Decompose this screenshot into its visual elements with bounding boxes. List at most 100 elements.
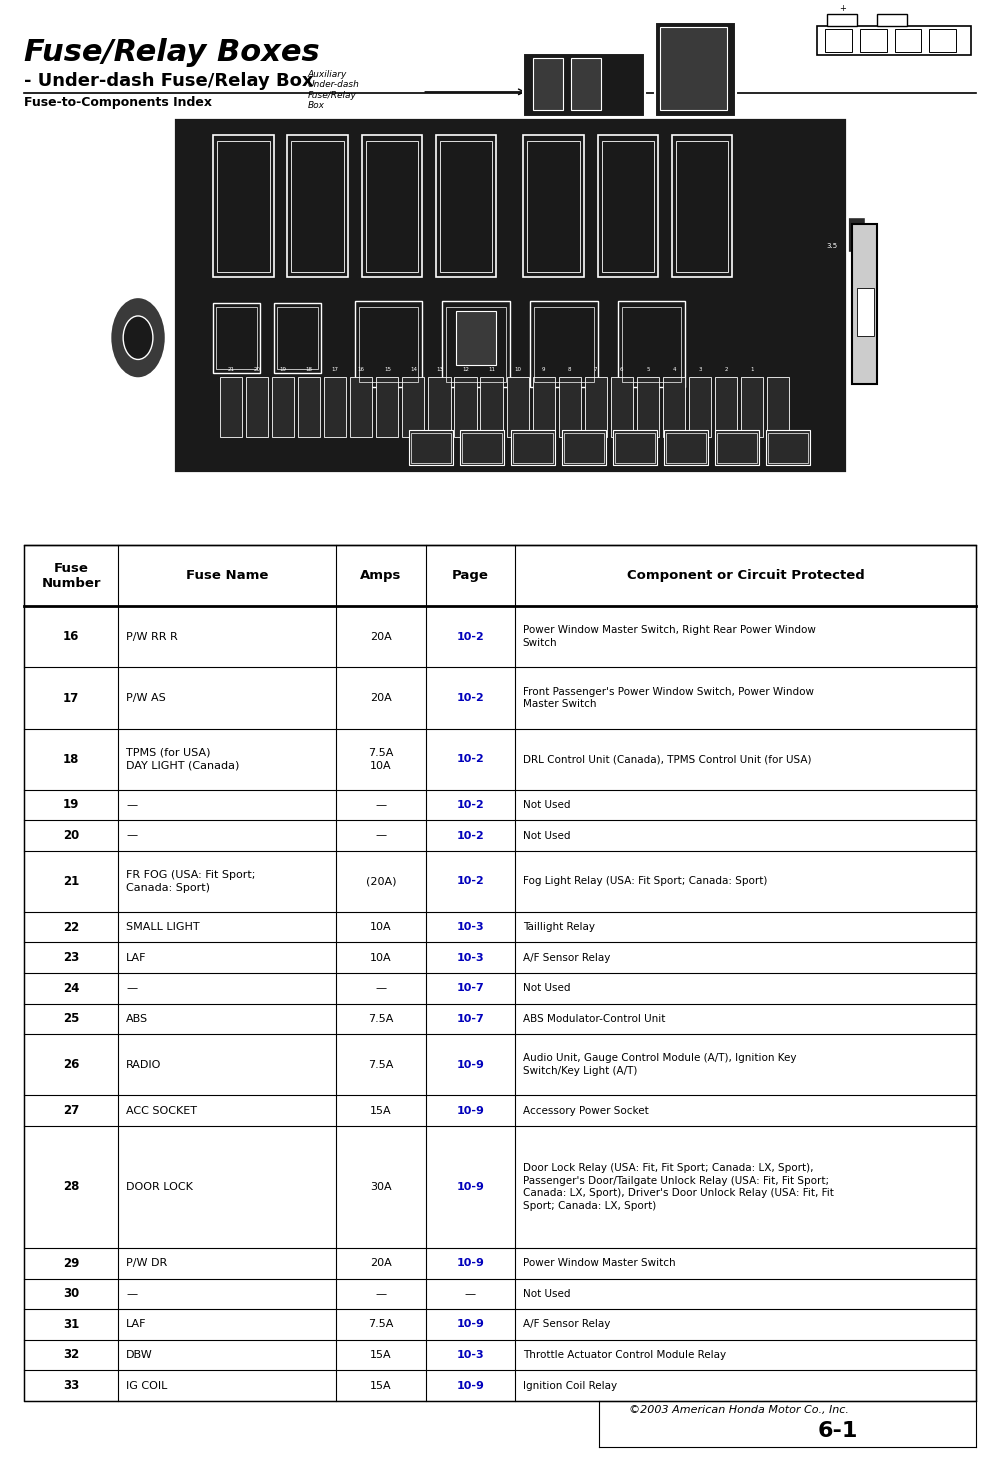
Text: —: — xyxy=(126,983,137,993)
Bar xyxy=(562,430,606,465)
Bar xyxy=(766,430,810,465)
Text: Fuse Name: Fuse Name xyxy=(186,569,268,582)
Text: 4: 4 xyxy=(672,367,676,373)
Text: A/F Sensor Relay: A/F Sensor Relay xyxy=(523,1320,610,1330)
Text: Fuse/Relay Boxes: Fuse/Relay Boxes xyxy=(24,38,320,67)
Text: 15: 15 xyxy=(384,367,391,373)
Bar xyxy=(362,135,422,278)
Text: 12: 12 xyxy=(462,367,469,373)
Text: ABS Modulator-Control Unit: ABS Modulator-Control Unit xyxy=(523,1014,665,1024)
Text: 26: 26 xyxy=(63,1058,79,1071)
Text: Ignition Coil Relay: Ignition Coil Relay xyxy=(523,1381,617,1390)
Bar xyxy=(618,301,685,388)
Bar xyxy=(689,377,711,437)
Bar xyxy=(660,26,727,110)
Text: Taillight Relay: Taillight Relay xyxy=(523,922,595,932)
Text: 21: 21 xyxy=(228,367,235,373)
Text: - Under-dash Fuse/Relay Box: - Under-dash Fuse/Relay Box xyxy=(24,73,314,91)
Text: RADIO: RADIO xyxy=(126,1059,162,1069)
Bar xyxy=(857,288,874,336)
Text: —: — xyxy=(126,800,137,811)
Bar xyxy=(298,377,320,437)
Text: 27: 27 xyxy=(63,1105,79,1118)
Bar xyxy=(324,377,346,437)
Bar xyxy=(216,307,257,369)
Bar xyxy=(564,433,604,462)
Text: 24: 24 xyxy=(63,982,79,995)
Bar xyxy=(355,301,422,388)
Bar xyxy=(768,433,808,462)
Text: Fog Light Relay (USA: Fit Sport; Canada: Sport): Fog Light Relay (USA: Fit Sport; Canada:… xyxy=(523,876,767,887)
Bar xyxy=(507,377,529,437)
Text: 9: 9 xyxy=(542,367,545,373)
Text: ©2003 American Honda Motor Co., Inc.: ©2003 American Honda Motor Co., Inc. xyxy=(629,1406,849,1415)
Text: 29: 29 xyxy=(63,1257,79,1270)
Bar xyxy=(402,377,424,437)
Text: +: + xyxy=(839,4,846,13)
Text: 33: 33 xyxy=(63,1380,79,1393)
Text: 10-3: 10-3 xyxy=(456,952,484,963)
Text: IG COIL: IG COIL xyxy=(126,1381,168,1390)
Text: —: — xyxy=(375,1289,387,1299)
Bar xyxy=(895,29,921,53)
Text: ACC SOCKET: ACC SOCKET xyxy=(126,1106,197,1115)
Text: —: — xyxy=(375,983,387,993)
Text: Accessory Power Socket: Accessory Power Socket xyxy=(523,1106,649,1115)
Bar xyxy=(287,135,348,278)
Text: P/W AS: P/W AS xyxy=(126,693,166,704)
Text: 10-2: 10-2 xyxy=(456,632,484,642)
Text: 1: 1 xyxy=(750,367,754,373)
Bar xyxy=(637,377,659,437)
Bar xyxy=(376,377,398,437)
Text: 10-9: 10-9 xyxy=(456,1059,484,1069)
Text: Not Used: Not Used xyxy=(523,800,570,811)
Text: 20: 20 xyxy=(254,367,261,373)
Bar xyxy=(615,433,655,462)
Bar xyxy=(409,430,453,465)
Text: Audio Unit, Gauge Control Module (A/T), Ignition Key
Switch/Key Light (A/T): Audio Unit, Gauge Control Module (A/T), … xyxy=(523,1053,796,1077)
Bar xyxy=(460,430,504,465)
Text: 19: 19 xyxy=(280,367,287,373)
Bar xyxy=(827,15,857,26)
Text: 10-2: 10-2 xyxy=(456,800,484,811)
Text: 7.5A: 7.5A xyxy=(368,1014,394,1024)
Text: 3.5: 3.5 xyxy=(826,243,837,249)
Text: Fuse-to-Components Index: Fuse-to-Components Index xyxy=(24,95,212,108)
Bar xyxy=(173,117,847,473)
Bar xyxy=(852,224,877,383)
Text: 10-7: 10-7 xyxy=(456,983,484,993)
Bar xyxy=(715,377,737,437)
Text: 32: 32 xyxy=(63,1349,79,1362)
Text: 22: 22 xyxy=(63,920,79,933)
Bar xyxy=(664,430,708,465)
Text: FR FOG (USA: Fit Sport;
Canada: Sport): FR FOG (USA: Fit Sport; Canada: Sport) xyxy=(126,870,256,892)
Text: DRL Control Unit (Canada), TPMS Control Unit (for USA): DRL Control Unit (Canada), TPMS Control … xyxy=(523,753,811,764)
Text: 11: 11 xyxy=(488,367,495,373)
Text: 31: 31 xyxy=(63,1318,79,1331)
Text: 10-9: 10-9 xyxy=(456,1106,484,1115)
Text: 10: 10 xyxy=(514,367,521,373)
Text: Front Passenger's Power Window Switch, Power Window
Master Switch: Front Passenger's Power Window Switch, P… xyxy=(523,686,814,710)
Text: DOOR LOCK: DOOR LOCK xyxy=(126,1182,193,1192)
Text: (20A): (20A) xyxy=(366,876,396,887)
Text: A/F Sensor Relay: A/F Sensor Relay xyxy=(523,952,610,963)
Text: 10-3: 10-3 xyxy=(456,1350,484,1361)
Text: 8: 8 xyxy=(568,367,571,373)
Text: 20A: 20A xyxy=(370,693,392,704)
Text: Throttle Actuator Control Module Relay: Throttle Actuator Control Module Relay xyxy=(523,1350,726,1361)
Bar xyxy=(666,433,706,462)
Text: 20: 20 xyxy=(63,830,79,843)
Bar xyxy=(622,307,681,382)
Text: Page: Page xyxy=(452,569,489,582)
Bar xyxy=(173,117,847,473)
Bar xyxy=(559,377,581,437)
Circle shape xyxy=(123,316,153,360)
Bar xyxy=(534,307,594,382)
Bar xyxy=(571,59,601,110)
Bar xyxy=(456,310,496,366)
Text: Door Lock Relay (USA: Fit, Fit Sport; Canada: LX, Sport),
Passenger's Door/Tailg: Door Lock Relay (USA: Fit, Fit Sport; Ca… xyxy=(523,1163,834,1211)
Bar xyxy=(817,26,971,56)
Bar xyxy=(527,140,580,272)
Text: Power Window Master Switch: Power Window Master Switch xyxy=(523,1258,675,1268)
Circle shape xyxy=(110,297,166,379)
